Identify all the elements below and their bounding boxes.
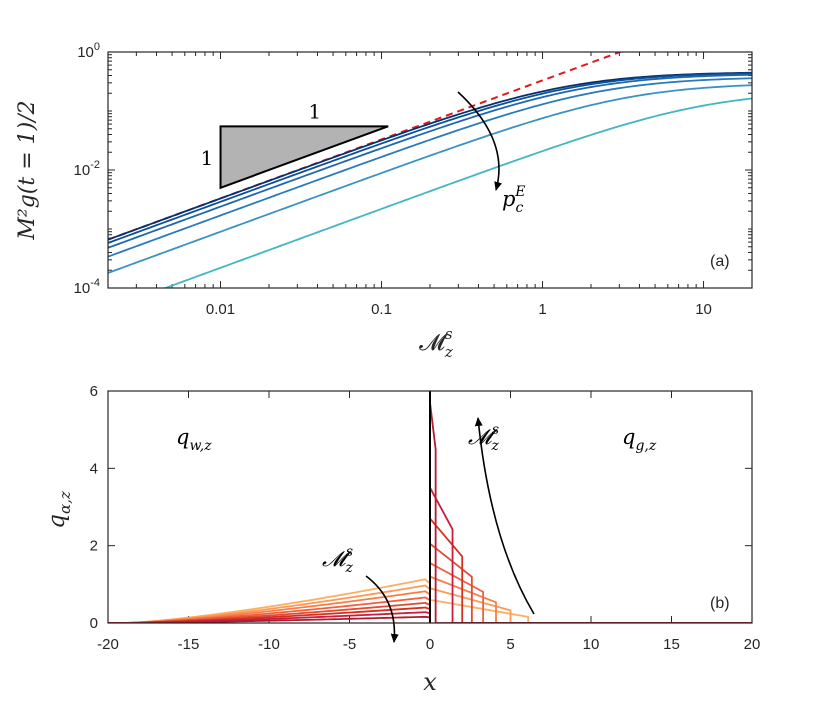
panel-a-x-axis-label: 𝓜zs <box>419 325 453 361</box>
series-line <box>108 77 752 258</box>
left-region-label: qw,z <box>176 425 212 454</box>
panel-a-x-tick-labels: 0.01 0.1 1 10 <box>206 301 712 318</box>
panel-b-tag: (b) <box>710 595 730 612</box>
slope-triangle <box>219 125 389 190</box>
slope-triangle-run-label: 1 <box>308 99 321 123</box>
series-line <box>108 72 752 244</box>
series-line <box>162 97 752 288</box>
series-line <box>108 71 752 241</box>
panel-b-left-arrow <box>365 575 399 643</box>
panel-a: 1 1 pcE (a) 0.01 0.1 1 10 10-4 10-2 100 𝓜zs M… <box>15 41 753 361</box>
x-tick-label: -5 <box>343 636 356 653</box>
x-tick-label: 0.01 <box>206 301 235 318</box>
panel-a-arrow-label: pcE <box>502 184 526 216</box>
panel-b-right-arrow <box>474 417 535 615</box>
panel-b-frame <box>107 390 753 624</box>
panel-b-y-tick-labels: 0 2 4 6 <box>90 383 98 632</box>
y-tick-label: 0 <box>90 615 98 632</box>
panel-a-y-axis-label: M²g(t = 1)/2 <box>15 100 40 240</box>
x-tick-label: 1 <box>538 301 546 318</box>
panel-b-left-arrow-label: 𝓜zs <box>322 544 354 576</box>
right-region-label: qg,z <box>622 425 657 454</box>
x-tick-label: 5 <box>506 636 514 653</box>
y-tick-label: 100 <box>77 41 100 61</box>
panel-a-plot-area <box>108 52 752 288</box>
panel-a-arrow <box>457 91 503 191</box>
x-tick-label: 0.1 <box>371 301 392 318</box>
y-tick-label: 10-2 <box>74 159 100 179</box>
series-line <box>108 73 752 249</box>
y-tick-label: 6 <box>90 383 98 400</box>
y-tick-label: 4 <box>90 460 98 477</box>
x-tick-label: -20 <box>97 636 119 653</box>
x-tick-label: -10 <box>258 636 280 653</box>
panel-a-series <box>108 71 752 288</box>
panel-b-y-axis-label: qα,z <box>44 491 74 529</box>
panel-a-ticks <box>107 52 753 289</box>
panel-b: 𝓜zs 𝓜zs qw,z qg,z (b) -20 -15 -10 -5 0 5 10 15 2… <box>44 383 760 696</box>
panel-b-right-arrow-label: 𝓜zs <box>468 422 500 454</box>
panel-b-x-tick-labels: -20 -15 -10 -5 0 5 10 15 20 <box>97 636 760 653</box>
x-tick-label: -15 <box>178 636 200 653</box>
y-tick-label: 10-4 <box>74 277 100 297</box>
panel-b-x-axis-label: x <box>423 668 437 696</box>
slope-triangle-rise-label: 1 <box>201 146 214 170</box>
x-tick-label: 0 <box>426 636 434 653</box>
panel-a-tag: (a) <box>710 253 730 270</box>
series-line <box>108 84 752 274</box>
y-tick-label: 2 <box>90 538 98 555</box>
panel-a-frame <box>107 51 753 289</box>
x-tick-label: 10 <box>695 301 712 318</box>
x-tick-label: 15 <box>663 636 680 653</box>
x-tick-label: 10 <box>583 636 600 653</box>
panel-a-y-tick-labels: 10-4 10-2 100 <box>74 41 100 297</box>
x-tick-label: 20 <box>744 636 761 653</box>
